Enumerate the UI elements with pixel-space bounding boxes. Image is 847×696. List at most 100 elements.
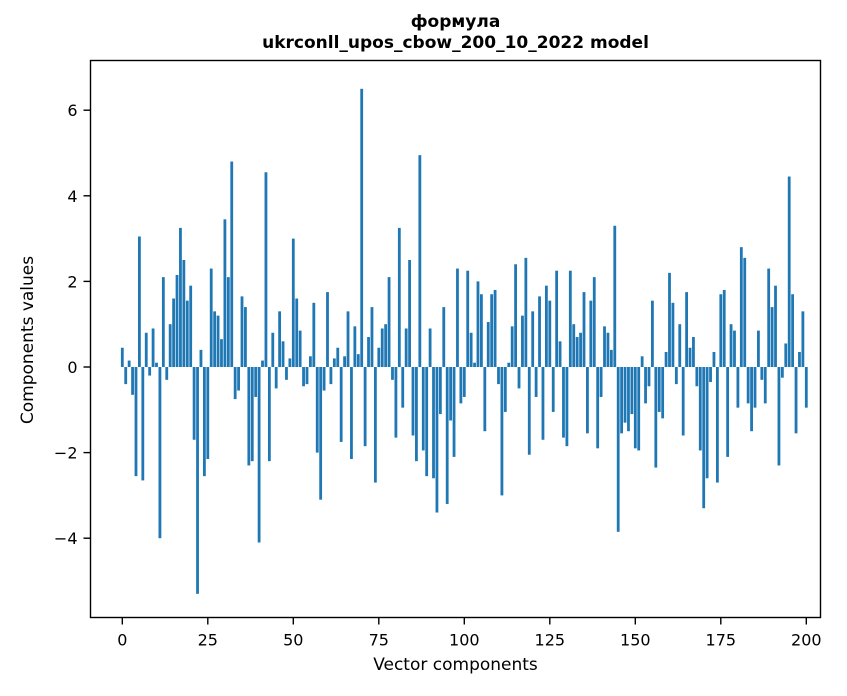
bar (709, 367, 712, 382)
bar (681, 367, 685, 436)
bar (692, 337, 695, 367)
bar (746, 367, 750, 404)
bar (719, 294, 723, 367)
bar (469, 332, 473, 367)
bar (767, 268, 771, 367)
bar (486, 322, 490, 367)
bar (230, 161, 234, 367)
x-tick-label: 75 (369, 631, 389, 650)
bar (562, 367, 565, 438)
bar (551, 367, 555, 412)
bar (760, 367, 764, 380)
bar (606, 332, 610, 367)
bar (226, 277, 230, 367)
bar (363, 367, 367, 447)
bar (291, 238, 295, 367)
bar (394, 367, 398, 438)
bar (435, 367, 439, 513)
bar (271, 332, 275, 367)
bar (664, 352, 668, 367)
bar (233, 367, 237, 400)
bar (247, 367, 251, 466)
bar (777, 367, 781, 466)
bar (449, 367, 453, 421)
bar (722, 289, 726, 367)
x-tick-label: 25 (198, 631, 218, 650)
bar (763, 367, 767, 404)
bar (599, 367, 603, 397)
bar (623, 367, 627, 423)
bar (671, 302, 675, 367)
bar (456, 268, 459, 367)
bar (326, 292, 329, 367)
bar (538, 296, 541, 367)
bar (524, 257, 528, 367)
bar (421, 367, 425, 451)
bar (510, 326, 514, 367)
bar (202, 367, 206, 477)
bar (370, 307, 374, 367)
bar (582, 292, 586, 367)
bar (401, 367, 405, 408)
bar (397, 227, 401, 367)
bar (213, 311, 217, 367)
bar (695, 367, 699, 387)
bar (196, 367, 199, 594)
bar (657, 367, 661, 412)
bar (575, 337, 579, 367)
bar (185, 300, 189, 367)
bar (541, 367, 545, 440)
bar (544, 285, 548, 367)
bar (784, 343, 788, 367)
bar (534, 367, 538, 397)
bar (507, 362, 511, 367)
bar (418, 155, 422, 367)
bar (189, 285, 193, 367)
bar (644, 367, 647, 404)
bar (466, 270, 470, 367)
bar (278, 311, 282, 367)
bar (668, 272, 671, 367)
bar (630, 367, 634, 415)
x-tick-label: 200 (791, 631, 822, 650)
bar (442, 307, 446, 367)
bar (302, 367, 305, 387)
bar (654, 367, 658, 468)
bar (743, 257, 747, 367)
bar (332, 358, 336, 367)
bar (674, 367, 678, 385)
bar (428, 328, 432, 367)
y-tick-label: 4 (67, 187, 77, 206)
bar (360, 88, 364, 368)
bar (483, 367, 487, 432)
bar (739, 247, 743, 367)
bar (616, 367, 620, 532)
bar (787, 176, 791, 367)
bar (459, 367, 463, 404)
bar (452, 367, 456, 457)
chart-subtitle: ukrconll_upos_cbow_200_10_2022 model (262, 33, 649, 53)
bar (733, 330, 736, 367)
bar (589, 300, 593, 367)
bar (770, 307, 774, 367)
x-tick-label: 175 (706, 631, 737, 650)
bar (555, 270, 559, 367)
bar (476, 281, 480, 367)
bar (750, 367, 753, 432)
bar (288, 358, 292, 367)
bar (609, 349, 613, 367)
bar (343, 356, 346, 367)
bar (134, 367, 138, 477)
bar (804, 367, 808, 408)
y-tick-label: 6 (67, 101, 77, 120)
bar (264, 172, 268, 367)
bar (521, 315, 524, 367)
bar (315, 367, 319, 453)
bar (244, 307, 247, 367)
bar (216, 315, 220, 367)
bar (432, 367, 435, 479)
bar (298, 330, 302, 367)
y-tick-label: −2 (54, 444, 78, 463)
bar (141, 367, 145, 481)
